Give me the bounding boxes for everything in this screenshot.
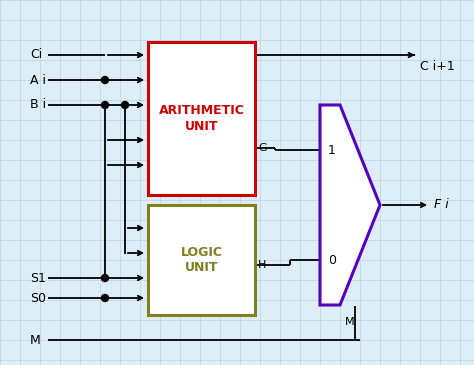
Text: 1: 1: [328, 143, 336, 157]
Text: M: M: [345, 317, 355, 327]
Text: G: G: [258, 143, 266, 153]
Circle shape: [101, 274, 109, 281]
Circle shape: [121, 101, 128, 108]
Bar: [148, 42, 255, 195]
Bar: [148, 205, 255, 315]
Text: LOGIC
UNIT: LOGIC UNIT: [181, 246, 222, 274]
Text: M: M: [30, 334, 41, 346]
Text: F i: F i: [434, 199, 449, 211]
Text: B i: B i: [30, 99, 46, 111]
Circle shape: [101, 77, 109, 84]
Text: H: H: [258, 260, 266, 270]
Circle shape: [101, 101, 109, 108]
Text: Ci: Ci: [30, 49, 42, 61]
Circle shape: [101, 295, 109, 301]
Text: 0: 0: [328, 254, 336, 266]
Text: C i+1: C i+1: [420, 61, 455, 73]
Polygon shape: [320, 105, 380, 305]
Text: A i: A i: [30, 73, 46, 87]
Text: S0: S0: [30, 292, 46, 304]
Text: ARITHMETIC
UNIT: ARITHMETIC UNIT: [159, 104, 245, 132]
Text: S1: S1: [30, 272, 46, 284]
